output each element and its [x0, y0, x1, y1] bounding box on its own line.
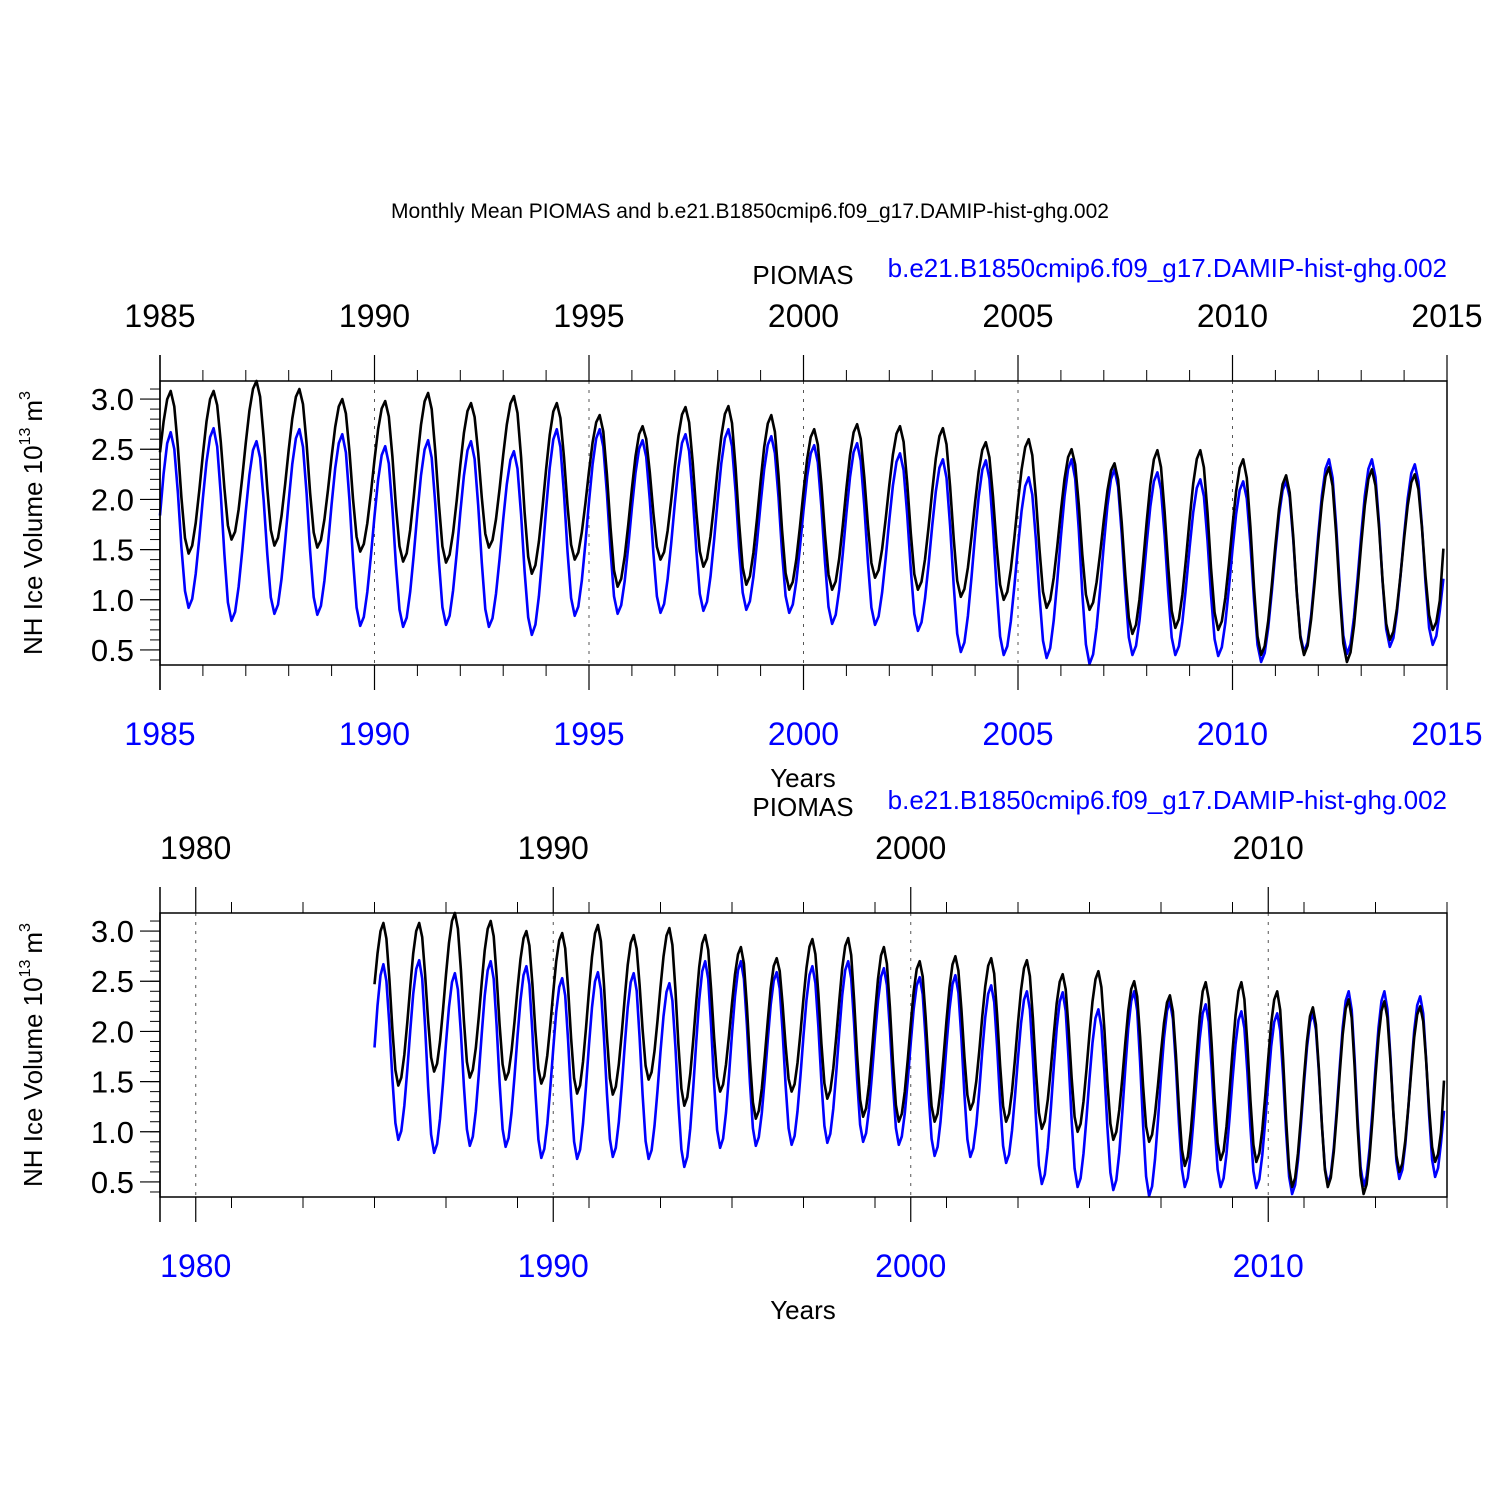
x-bottom-tick-label: 2010 — [1197, 716, 1268, 752]
top-series-group — [158, 379, 1445, 666]
y-tick-label: 2.5 — [91, 964, 134, 999]
x-bottom-tick-label: 2015 — [1411, 716, 1482, 752]
x-bottom-tick-label: 2010 — [1233, 1248, 1304, 1284]
top-y-axis-label-unit-exp: 3 — [17, 391, 34, 400]
x-top-tick-label: 1990 — [339, 298, 410, 334]
y-tick-label: 1.5 — [91, 1065, 134, 1100]
top-y-axis-label-main: NH Ice Volume 10 — [18, 445, 48, 655]
panel-bottom: PIOMAS b.e21.B1850cmip6.f09_g17.DAMIP-hi… — [17, 785, 1448, 1325]
piomas-series-line-top — [158, 379, 1445, 664]
x-bottom-tick-label: 1990 — [339, 716, 410, 752]
legend-piomas-bottom: PIOMAS — [752, 792, 853, 822]
x-top-tick-label: 1995 — [553, 298, 624, 334]
top-y-axis-label: NH Ice Volume 1013 m3 — [17, 391, 48, 655]
x-top-tick-label: 2005 — [982, 298, 1053, 334]
y-tick-label: 2.0 — [91, 482, 134, 517]
x-bottom-tick-label: 1980 — [160, 1248, 231, 1284]
bottom-y-axis-label-unit-exp: 3 — [17, 923, 34, 932]
x-top-tick-label: 2010 — [1233, 830, 1304, 866]
y-tick-label: 3.0 — [91, 382, 134, 417]
y-tick-label: 0.5 — [91, 633, 134, 668]
y-tick-label: 1.0 — [91, 1115, 134, 1150]
legend-model-bottom: b.e21.B1850cmip6.f09_g17.DAMIP-hist-ghg.… — [888, 785, 1447, 815]
x-top-tick-label: 2010 — [1197, 298, 1268, 334]
y-tick-label: 2.0 — [91, 1014, 134, 1049]
x-top-tick-label: 1985 — [124, 298, 195, 334]
top-y-axis-label-unit: m — [18, 400, 48, 422]
top-grid-lines — [374, 381, 1233, 665]
y-tick-label: 3.0 — [91, 914, 134, 949]
bottom-y-axis-label: NH Ice Volume 1013 m3 — [17, 923, 48, 1187]
x-top-tick-label: 2015 — [1411, 298, 1482, 334]
chart-title: Monthly Mean PIOMAS and b.e21.B1850cmip6… — [391, 200, 1109, 223]
x-top-tick-label: 2000 — [768, 298, 839, 334]
y-tick-label: 2.5 — [91, 432, 134, 467]
x-top-tick-label: 2000 — [875, 830, 946, 866]
top-x-axis-label: Years — [770, 763, 836, 793]
bottom-grid-lines — [195, 913, 1269, 1197]
x-top-tick-label: 1980 — [160, 830, 231, 866]
legend-piomas-top: PIOMAS — [752, 260, 853, 290]
x-bottom-tick-label: 1990 — [518, 1248, 589, 1284]
bottom-y-axis-label-exp: 13 — [17, 960, 34, 978]
x-bottom-tick-label: 2005 — [982, 716, 1053, 752]
bottom-series-group — [373, 911, 1446, 1198]
top-axes: 0.5 1.0 1.5 2.0 2.5 3.0 1985 1985 1990 1990 1995 19… — [91, 298, 1483, 752]
top-y-axis-label-exp: 13 — [17, 428, 34, 446]
x-bottom-tick-label: 1995 — [553, 716, 624, 752]
y-tick-label: 1.5 — [91, 533, 134, 568]
panel-top: PIOMAS b.e21.B1850cmip6.f09_g17.DAMIP-hi… — [17, 253, 1483, 793]
x-bottom-tick-label: 1985 — [124, 716, 195, 752]
bottom-y-axis-label-main: NH Ice Volume 10 — [18, 977, 48, 1187]
bottom-y-axis-label-unit: m — [18, 932, 48, 954]
model-series-line-top — [158, 426, 1445, 666]
model-series-line-bottom — [373, 958, 1446, 1198]
bottom-axes: 0.5 1.0 1.5 2.0 2.5 3.0 1980 1980 1990 1990 2000 20… — [91, 830, 1448, 1284]
x-top-tick-label: 1990 — [518, 830, 589, 866]
x-bottom-tick-label: 2000 — [768, 716, 839, 752]
legend-model-top: b.e21.B1850cmip6.f09_g17.DAMIP-hist-ghg.… — [888, 253, 1447, 283]
bottom-x-axis-label: Years — [770, 1295, 836, 1325]
piomas-series-line-bottom — [373, 911, 1446, 1196]
x-bottom-tick-label: 2000 — [875, 1248, 946, 1284]
y-tick-label: 0.5 — [91, 1165, 134, 1200]
y-tick-label: 1.0 — [91, 583, 134, 618]
